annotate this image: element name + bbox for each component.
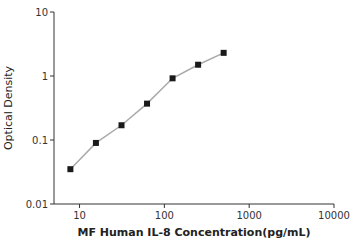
data-point [119, 122, 125, 128]
data-point [195, 62, 201, 68]
x-tick [249, 204, 250, 208]
x-tick-label: 10 [73, 210, 86, 221]
y-axis-label: Optical Density [2, 65, 15, 150]
x-axis-line [54, 204, 334, 205]
y-tick-label: 1 [42, 71, 48, 82]
y-tick [50, 76, 54, 77]
data-point [221, 50, 227, 56]
x-tick-label: 100 [155, 210, 174, 221]
x-tick [334, 204, 335, 208]
data-point [67, 166, 73, 172]
y-tick [50, 204, 54, 205]
y-tick-label: 0.1 [32, 135, 48, 146]
data-point [144, 101, 150, 107]
x-tick [164, 204, 165, 208]
data-point [170, 75, 176, 81]
x-tick [79, 204, 80, 208]
x-axis-label: MF Human IL-8 Concentration(pg/mL) [77, 226, 310, 239]
y-tick-label: 0.01 [26, 199, 48, 210]
data-point [93, 140, 99, 146]
chart-container: 10 100 1000 10000 0.01 0.1 1 10 MF Human IL-8 Co… [0, 0, 350, 244]
y-axis-line [54, 12, 55, 204]
data-line [70, 53, 223, 169]
x-tick-label: 1000 [236, 210, 261, 221]
y-tick [50, 140, 54, 141]
plot-area [67, 50, 226, 172]
y-tick [50, 12, 54, 13]
x-tick-label: 10000 [318, 210, 350, 221]
y-tick-label: 10 [35, 7, 48, 18]
chart: 10 100 1000 10000 0.01 0.1 1 10 MF Human IL-8 Co… [0, 0, 350, 244]
